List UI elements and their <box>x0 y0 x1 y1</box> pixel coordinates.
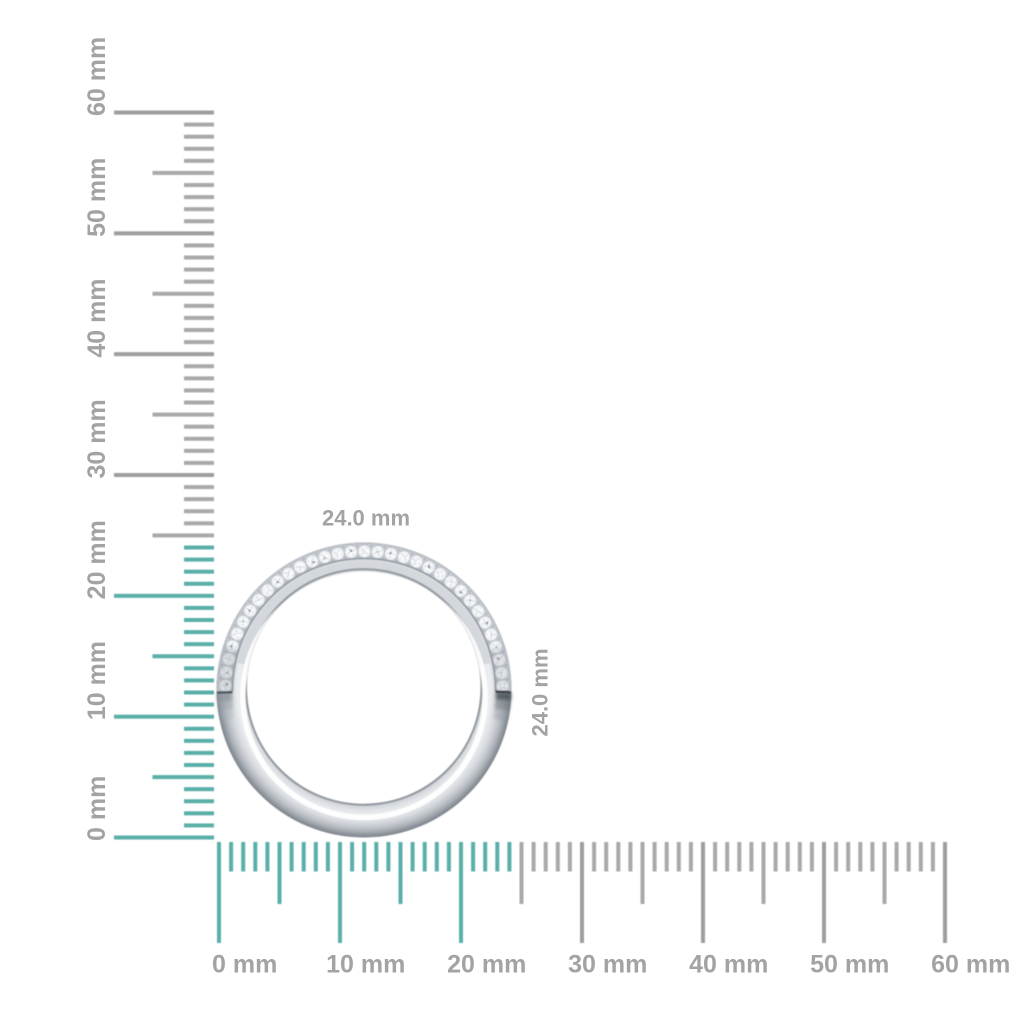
svg-text:40 mm: 40 mm <box>83 278 111 357</box>
svg-text:50 mm: 50 mm <box>810 951 889 979</box>
svg-text:60 mm: 60 mm <box>83 37 111 116</box>
svg-text:30 mm: 30 mm <box>83 399 111 478</box>
svg-text:0 mm: 0 mm <box>212 951 277 979</box>
svg-text:20 mm: 20 mm <box>447 951 526 979</box>
svg-text:60 mm: 60 mm <box>931 951 1010 979</box>
svg-text:24.0 mm: 24.0 mm <box>322 506 410 531</box>
svg-text:40 mm: 40 mm <box>689 951 768 979</box>
svg-text:10 mm: 10 mm <box>83 641 111 720</box>
svg-text:30 mm: 30 mm <box>568 951 647 979</box>
svg-text:20 mm: 20 mm <box>83 520 111 599</box>
svg-text:50 mm: 50 mm <box>83 158 111 237</box>
svg-text:0 mm: 0 mm <box>83 776 111 841</box>
svg-text:10 mm: 10 mm <box>326 951 405 979</box>
svg-text:24.0 mm: 24.0 mm <box>528 648 553 736</box>
